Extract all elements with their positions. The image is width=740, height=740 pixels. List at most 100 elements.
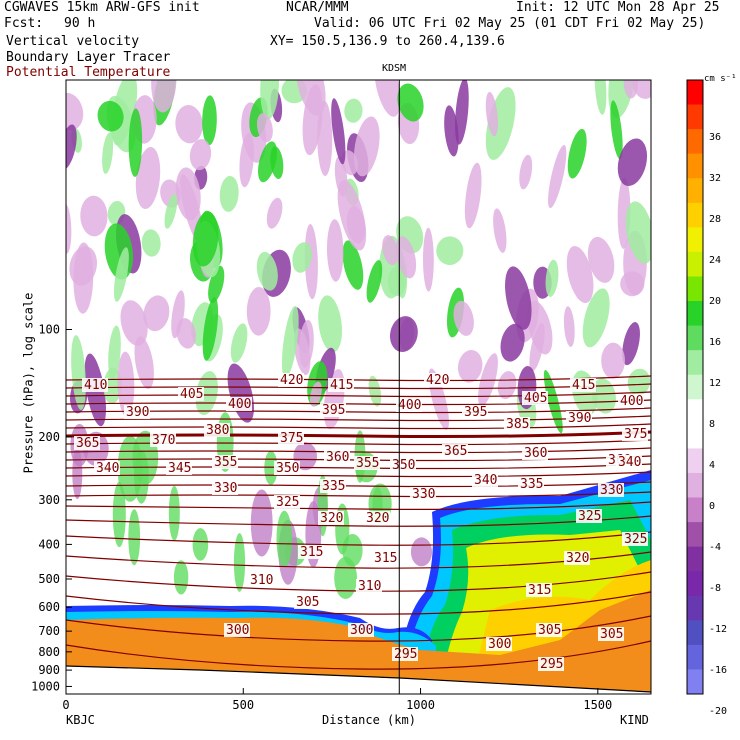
vertical-velocity-cell	[567, 128, 587, 179]
colorbar-swatch	[687, 423, 703, 449]
vertical-velocity-cell	[202, 95, 217, 146]
isentrope-label: 400	[620, 394, 643, 409]
y-tick-label: 500	[38, 572, 60, 586]
colorbar-tick-label: 20	[709, 296, 721, 307]
forecast-label: Fcst:	[4, 16, 44, 31]
vertical-velocity-cell	[545, 259, 559, 297]
left-endpoint: KBJC	[66, 713, 95, 727]
forecast-hour: 90 h	[64, 16, 96, 31]
isentrope-label: 330	[600, 483, 623, 498]
colorbar-swatch	[687, 251, 703, 277]
isentrope-label: 295	[394, 647, 417, 662]
colorbar-swatch	[687, 325, 703, 351]
vertical-velocity-cell	[97, 100, 124, 132]
isentrope-label-bg	[526, 583, 552, 597]
isentrope-label-bg	[472, 473, 498, 487]
isentrope-label: 400	[228, 397, 251, 412]
vertical-velocity-cell	[318, 295, 343, 353]
isentrope-label: 370	[152, 433, 175, 448]
colorbar-tick-label: 4	[709, 460, 715, 471]
vertical-velocity-cell	[548, 144, 567, 209]
isentrope-line	[66, 383, 651, 390]
isentrope-label-bg	[390, 458, 416, 472]
vertical-velocity-cell	[175, 167, 201, 221]
colorbar-swatch	[687, 448, 703, 474]
colorbar-swatch	[687, 80, 703, 106]
isentrope-label: 305	[600, 627, 623, 642]
isentrope-label-bg	[622, 427, 648, 441]
colorbar-tick-label: 28	[709, 214, 721, 225]
vertical-velocity-cell	[113, 247, 129, 302]
isentrope-label: 300	[488, 637, 511, 652]
isentrope-label: 375	[280, 431, 303, 446]
colorbar-tick-label: 0	[709, 501, 715, 512]
vertical-velocity-cell	[620, 271, 645, 297]
vertical-velocity-cell	[342, 240, 364, 290]
colorbar-swatch	[687, 522, 703, 548]
isentrope-label: 385	[506, 417, 529, 432]
vertical-velocity-cell	[66, 92, 84, 131]
vertical-velocity-cell	[134, 336, 154, 389]
vertical-velocity-cell	[266, 197, 283, 229]
vertical-velocity-cell	[192, 211, 219, 267]
isentrope-label-bg	[504, 417, 530, 431]
colorbar-swatch	[687, 129, 703, 155]
isentrope-label-bg	[166, 461, 192, 475]
vertical-velocity-cell	[246, 287, 271, 336]
colorbar-swatch	[687, 276, 703, 302]
isentrope-line	[66, 531, 651, 546]
vertical-velocity-cell	[66, 124, 77, 170]
vertical-velocity-cell	[389, 316, 418, 353]
x-tick-label: 1000	[406, 698, 435, 712]
vertical-velocity-cell	[299, 319, 314, 368]
vertical-velocity-cell	[230, 323, 248, 363]
vertical-velocity-cell	[610, 100, 623, 160]
y-tick-label: 100	[38, 322, 60, 336]
vertical-velocity-cell	[587, 236, 615, 283]
vertical-velocity-cell	[500, 323, 525, 362]
colorbar-swatch	[687, 227, 703, 253]
colorbar-tick-label: 8	[709, 419, 715, 430]
below-ground	[66, 666, 651, 694]
isentrope-label-bg	[356, 579, 382, 593]
isentrope-label-bg	[598, 483, 624, 497]
vertical-velocity-cell	[436, 236, 464, 265]
isentrope-label: 360	[524, 446, 547, 461]
vertical-velocity-cell	[582, 288, 610, 348]
vertical-velocity-cell	[260, 80, 279, 120]
isentrope-label-bg	[570, 378, 596, 392]
colorbar-swatch	[687, 472, 703, 499]
isentrope-label-bg	[274, 495, 300, 509]
colorbar-frame	[686, 79, 704, 695]
isentrope-label-bg	[248, 573, 274, 587]
vertical-velocity-cell	[317, 100, 333, 176]
isentrope-label: 390	[568, 411, 591, 426]
vertical-velocity-cell	[281, 306, 299, 378]
isentrope-label: 330	[214, 481, 237, 496]
colorbar-swatch	[687, 620, 703, 646]
vertical-velocity-cell	[608, 80, 636, 118]
isentrope-label-bg	[224, 623, 250, 637]
isentrope-line	[66, 399, 651, 406]
vertical-velocity-cell	[80, 195, 108, 237]
colorbar-tick-label: 24	[709, 255, 721, 266]
isentrope-label: 395	[464, 405, 487, 420]
isentrope-label-bg	[226, 397, 252, 411]
isentrope-label-bg	[372, 551, 398, 565]
isentrope-label: 365	[76, 436, 99, 451]
vertical-velocity-cell	[112, 481, 126, 548]
vertical-velocity-cell	[543, 369, 563, 434]
isentrope-label: 355	[356, 456, 379, 471]
vertical-velocity-cell	[128, 509, 141, 566]
vertical-velocity-cell	[353, 116, 380, 177]
vertical-velocity-cell	[505, 266, 532, 330]
isentrope-label-bg	[324, 450, 350, 464]
isentrope-label: 300	[350, 623, 373, 638]
vertical-velocity-cell	[304, 224, 318, 300]
colorbar-swatch	[687, 644, 703, 670]
isentrope-line	[66, 501, 651, 510]
vertical-velocity-cell	[601, 342, 626, 379]
vertical-velocity-cell	[368, 375, 382, 407]
isentrope-label: 300	[226, 623, 249, 638]
isentrope-label-bg	[82, 378, 108, 392]
